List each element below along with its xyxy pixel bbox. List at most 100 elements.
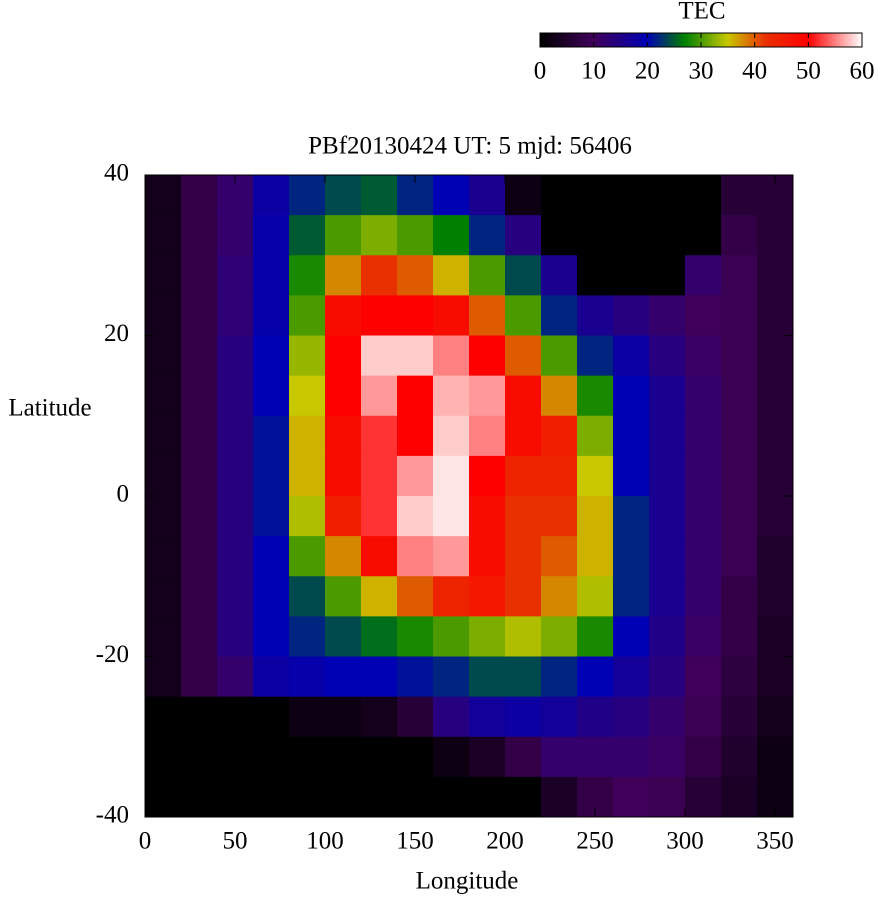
heat-cell — [325, 335, 362, 377]
heat-cell — [721, 536, 758, 577]
heat-cell — [613, 415, 650, 457]
heat-cell — [469, 776, 506, 818]
heat-cell — [541, 335, 578, 377]
heat-cell — [397, 616, 434, 657]
heat-cell — [289, 576, 326, 617]
x-tick-label: 200 — [486, 828, 524, 855]
heat-cell — [577, 295, 614, 336]
heat-cell — [757, 576, 794, 617]
heat-cell — [757, 335, 794, 377]
heat-cell — [289, 415, 326, 457]
colorbar-tick-label: 30 — [689, 58, 714, 85]
heat-cell — [649, 736, 686, 778]
heat-cell — [685, 616, 722, 657]
heat-cell — [505, 175, 542, 216]
heat-cell — [613, 255, 650, 296]
heat-cell — [289, 776, 326, 818]
heat-cell — [577, 656, 614, 698]
heat-cell — [577, 335, 614, 377]
heat-cell — [469, 576, 506, 617]
heat-cell — [217, 335, 254, 377]
heat-cell — [217, 656, 254, 698]
heat-cell — [325, 496, 362, 537]
heat-cell — [289, 335, 326, 377]
heat-cell — [325, 656, 362, 698]
heat-cell — [505, 295, 542, 336]
heat-cell — [433, 776, 470, 818]
heat-cell — [253, 736, 290, 778]
heat-cell — [145, 175, 182, 216]
heat-cell — [613, 175, 650, 216]
heat-cell — [649, 255, 686, 296]
heat-cell — [649, 616, 686, 657]
heat-cell — [181, 335, 218, 377]
heat-cell — [577, 375, 614, 417]
heat-cell — [325, 616, 362, 657]
heat-cell — [181, 175, 218, 216]
heat-cell — [397, 496, 434, 537]
heat-cell — [181, 295, 218, 336]
heat-cell — [721, 375, 758, 417]
heat-cell — [685, 576, 722, 617]
heat-cell — [145, 616, 182, 657]
heat-cell — [505, 576, 542, 617]
heat-cell — [397, 736, 434, 778]
heat-cell — [397, 656, 434, 698]
heat-cell — [541, 576, 578, 617]
heat-cell — [577, 496, 614, 537]
heat-cell — [685, 415, 722, 457]
heat-cell — [145, 295, 182, 336]
heat-cell — [181, 616, 218, 657]
heat-cell — [505, 776, 542, 818]
heat-cell — [613, 455, 650, 497]
heat-cell — [505, 415, 542, 457]
heat-cell — [685, 455, 722, 497]
heat-cell — [541, 536, 578, 577]
heat-cell — [469, 415, 506, 457]
heat-cell — [145, 776, 182, 818]
colorbar-tick-label: 60 — [850, 58, 875, 85]
heat-cell — [541, 255, 578, 296]
heat-cell — [721, 736, 758, 778]
x-tick-label: 50 — [223, 828, 248, 855]
heat-cell — [685, 776, 722, 818]
heat-cell — [649, 175, 686, 216]
heat-cell — [649, 415, 686, 457]
heat-cell — [685, 175, 722, 216]
heat-cell — [181, 415, 218, 457]
heat-cell — [145, 736, 182, 778]
heat-cell — [577, 455, 614, 497]
heat-cell — [289, 295, 326, 336]
heat-cell — [721, 656, 758, 698]
heat-cell — [469, 496, 506, 537]
heat-cell — [649, 776, 686, 818]
heat-cell — [613, 696, 650, 738]
heat-cell — [721, 255, 758, 296]
heat-cell — [577, 616, 614, 657]
heat-cell — [253, 335, 290, 377]
heat-cell — [721, 415, 758, 457]
heat-cell — [289, 375, 326, 417]
heat-cell — [613, 776, 650, 818]
heat-cell — [397, 215, 434, 256]
heat-cell — [253, 375, 290, 417]
heat-cell — [217, 696, 254, 738]
x-axis-label: Longitude — [416, 868, 519, 895]
heat-cell — [253, 175, 290, 216]
heat-cell — [433, 736, 470, 778]
heat-cell — [505, 335, 542, 377]
heat-cell — [361, 496, 398, 537]
heat-cell — [757, 255, 794, 296]
heat-cell — [721, 215, 758, 256]
heat-cell — [685, 656, 722, 698]
heat-cell — [253, 536, 290, 577]
heat-cell — [505, 616, 542, 657]
heat-cell — [253, 696, 290, 738]
heat-cell — [469, 736, 506, 778]
heat-cell — [577, 255, 614, 296]
heat-cell — [361, 415, 398, 457]
heat-cell — [649, 656, 686, 698]
heat-cell — [145, 415, 182, 457]
heat-cell — [757, 656, 794, 698]
x-tick-label: 350 — [756, 828, 794, 855]
